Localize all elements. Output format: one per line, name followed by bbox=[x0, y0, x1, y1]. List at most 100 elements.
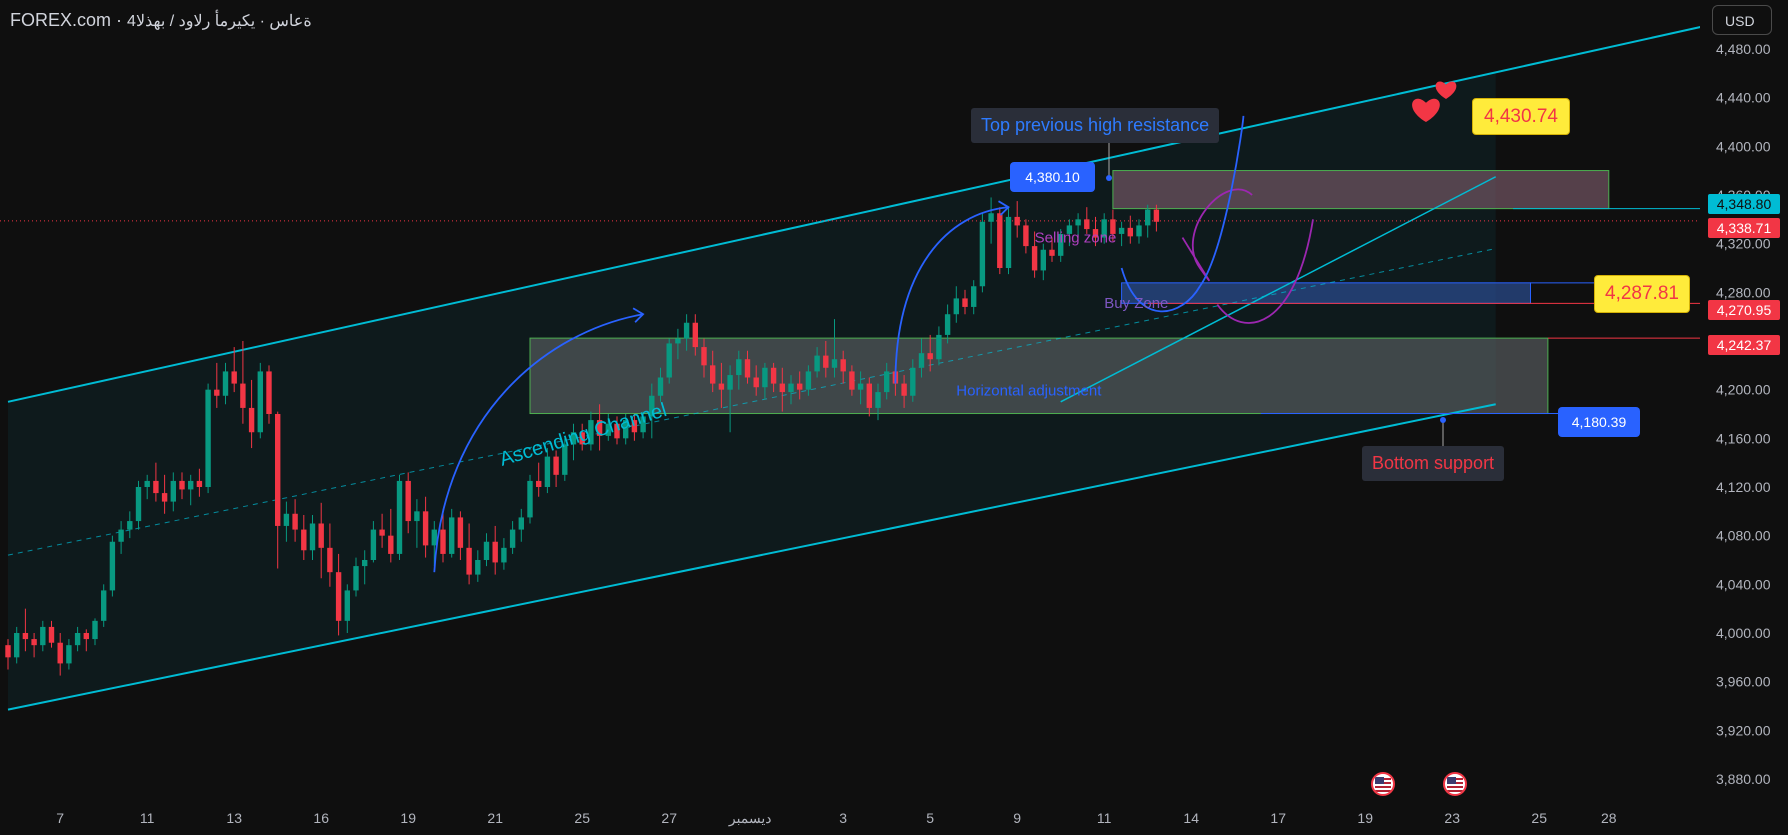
candle-body bbox=[997, 213, 1003, 268]
candle-body bbox=[649, 395, 655, 417]
price-label-4338: 4,338.71 bbox=[1708, 218, 1780, 238]
candle bbox=[440, 508, 446, 563]
candle bbox=[1049, 237, 1055, 262]
candle-body bbox=[701, 347, 707, 366]
candle bbox=[518, 508, 524, 542]
candle bbox=[509, 521, 516, 554]
anchor-dot bbox=[1440, 417, 1446, 423]
candle bbox=[910, 359, 916, 402]
zone-rect bbox=[1112, 170, 1610, 210]
channel-lower-line bbox=[7, 403, 1496, 711]
candle bbox=[971, 280, 977, 315]
candle-body bbox=[74, 633, 81, 646]
candle-body bbox=[988, 213, 994, 222]
candle bbox=[161, 474, 168, 514]
arrow-path bbox=[1120, 115, 1245, 313]
candle bbox=[657, 367, 664, 402]
candle bbox=[901, 375, 907, 408]
header-separator: · bbox=[116, 10, 123, 30]
candle-body bbox=[596, 420, 603, 436]
candle bbox=[744, 350, 751, 384]
price-label-4270: 4,270.95 bbox=[1708, 300, 1780, 320]
candle bbox=[623, 414, 629, 445]
arrow-path bbox=[433, 313, 644, 573]
candle bbox=[797, 371, 803, 400]
candle bbox=[1092, 216, 1099, 247]
candle-body bbox=[1084, 219, 1090, 230]
currency-button[interactable]: USD bbox=[1712, 5, 1772, 35]
candle bbox=[553, 450, 559, 487]
candle bbox=[579, 423, 585, 451]
candle bbox=[562, 438, 568, 481]
candle-body bbox=[1118, 227, 1125, 234]
time-tick-label: 17 bbox=[1270, 810, 1286, 826]
time-tick-label: 25 bbox=[574, 810, 590, 826]
candle bbox=[1118, 221, 1125, 247]
candle bbox=[83, 629, 89, 652]
candle-body bbox=[814, 355, 820, 372]
candle bbox=[1075, 213, 1081, 238]
candle-body bbox=[214, 389, 220, 396]
candle bbox=[388, 508, 394, 563]
candle bbox=[66, 639, 72, 670]
candle-body bbox=[14, 633, 20, 658]
candle bbox=[109, 535, 116, 597]
candle-body bbox=[918, 353, 925, 368]
candle-body bbox=[1075, 219, 1081, 226]
time-tick-label: 21 bbox=[487, 810, 503, 826]
candle-body bbox=[640, 416, 646, 433]
price-tick-label: 4,160.00 bbox=[1716, 430, 1771, 446]
candle bbox=[379, 513, 385, 548]
candle-body bbox=[979, 221, 986, 287]
candle-body bbox=[301, 529, 307, 551]
candle bbox=[997, 207, 1003, 275]
candle-body bbox=[22, 633, 29, 640]
candle-body bbox=[910, 367, 916, 396]
price-tick-label: 4,200.00 bbox=[1716, 382, 1771, 398]
candle-body bbox=[901, 383, 907, 396]
candle bbox=[857, 371, 864, 405]
candle-body bbox=[509, 529, 516, 548]
candle-body bbox=[727, 375, 733, 390]
time-tick-label: 7 bbox=[56, 810, 64, 826]
candle-body bbox=[605, 423, 611, 436]
candle bbox=[396, 474, 403, 560]
candle bbox=[596, 404, 603, 451]
candle-body bbox=[5, 645, 11, 658]
candle bbox=[153, 462, 159, 502]
arrow-path bbox=[1181, 188, 1253, 282]
candle-body bbox=[1066, 225, 1073, 234]
candle bbox=[544, 448, 551, 494]
candle-body bbox=[797, 383, 803, 390]
candle-body bbox=[1101, 219, 1107, 238]
candle bbox=[118, 521, 124, 554]
candle-body bbox=[1153, 209, 1160, 222]
candle-body bbox=[31, 639, 37, 646]
candle-body bbox=[205, 389, 211, 487]
candle bbox=[823, 341, 829, 378]
candle-body bbox=[562, 444, 568, 475]
candle bbox=[683, 314, 690, 351]
us-flag-icon[interactable] bbox=[1371, 772, 1395, 796]
candle bbox=[666, 338, 672, 384]
candle-body bbox=[536, 480, 542, 487]
arrow-path bbox=[1216, 219, 1314, 324]
candle-body bbox=[66, 645, 72, 664]
candle-body bbox=[744, 359, 751, 378]
candle bbox=[57, 633, 63, 676]
time-tick-label: 27 bbox=[661, 810, 677, 826]
target-high-label: 4,430.74 bbox=[1472, 98, 1570, 135]
candle bbox=[762, 362, 768, 400]
candle bbox=[1127, 215, 1133, 244]
candle bbox=[14, 626, 20, 664]
candle bbox=[248, 379, 255, 449]
candle bbox=[1005, 207, 1012, 275]
candle-body bbox=[788, 383, 794, 393]
time-tick-label: 16 bbox=[313, 810, 329, 826]
horizontal-adjustment-label: Horizontal adjustment bbox=[956, 383, 1102, 400]
us-flag-icon[interactable] bbox=[1443, 772, 1467, 796]
candle-body bbox=[1040, 249, 1046, 271]
candle-body bbox=[657, 377, 664, 396]
candle-body bbox=[353, 566, 359, 591]
